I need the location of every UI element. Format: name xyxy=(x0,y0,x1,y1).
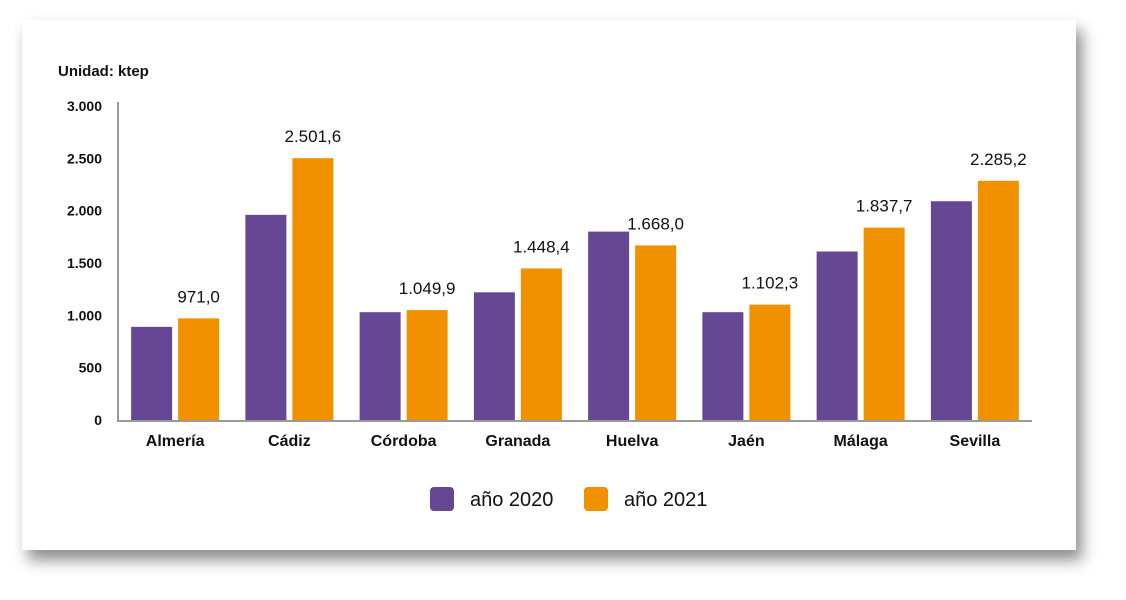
bar-2020 xyxy=(702,312,744,420)
bar-2020 xyxy=(473,292,515,420)
x-tick-label: Jaén xyxy=(728,433,764,450)
legend-swatch-2021 xyxy=(584,487,608,511)
data-label: 1.448,4 xyxy=(513,237,570,256)
x-tick-label: Cádiz xyxy=(268,433,311,450)
bar-2021 xyxy=(178,318,220,420)
bar-2021 xyxy=(977,180,1019,420)
bar-2020 xyxy=(359,312,401,420)
bar-2020 xyxy=(131,326,173,420)
x-axis: Almería Cádiz Córdoba Granada Huelva Jaén Mála… xyxy=(117,420,1032,450)
bars: 971,0 2.501,6 1.049,9 1.448,4 1.668,0 1.102,3… xyxy=(131,127,1027,420)
y-tick-label: 0 xyxy=(94,412,102,428)
data-label: 2.501,6 xyxy=(285,127,342,146)
legend-label: año 2020 xyxy=(470,489,553,511)
data-label: 971,0 xyxy=(177,287,220,306)
data-label: 1.668,0 xyxy=(627,214,684,233)
bar-2021 xyxy=(863,227,905,420)
bar-2021 xyxy=(520,268,562,420)
x-tick-label: Sevilla xyxy=(950,433,1001,450)
data-label: 1.102,3 xyxy=(742,274,799,293)
x-tick-label: Córdoba xyxy=(371,433,437,450)
bar-2020 xyxy=(816,251,858,420)
data-label: 1.837,7 xyxy=(856,197,913,216)
legend-swatch-2020 xyxy=(430,487,454,511)
y-axis: 0 500 1.000 1.500 2.000 2.500 3.000 xyxy=(67,98,119,428)
y-tick-label: 1.000 xyxy=(67,307,102,323)
x-tick-label: Huelva xyxy=(606,433,659,450)
x-tick-label: Granada xyxy=(485,433,550,450)
legend: año 2020 año 2021 xyxy=(430,487,707,511)
bar-2021 xyxy=(406,310,448,420)
x-tick-label: Almería xyxy=(146,433,205,450)
y-tick-label: 3.000 xyxy=(67,98,102,114)
y-tick-label: 1.500 xyxy=(67,255,102,271)
bar-2020 xyxy=(588,231,630,420)
bar-2020 xyxy=(930,201,972,420)
data-label: 1.049,9 xyxy=(399,279,456,298)
legend-label: año 2021 xyxy=(624,489,707,511)
bar-2021 xyxy=(635,245,677,420)
bar-chart: Unidad: ktep 0 500 1.000 1.500 2.000 2.500 3.0… xyxy=(58,63,1032,511)
bar-2021 xyxy=(292,158,334,420)
data-label: 2.285,2 xyxy=(970,150,1027,169)
y-tick-label: 2.000 xyxy=(67,203,102,219)
chart-card: Unidad: ktep 0 500 1.000 1.500 2.000 2.500 3.0… xyxy=(22,20,1076,550)
bar-2020 xyxy=(245,214,287,420)
x-tick-label: Málaga xyxy=(834,433,888,450)
y-tick-label: 500 xyxy=(79,360,103,376)
unit-label: Unidad: ktep xyxy=(58,63,149,80)
y-tick-label: 2.500 xyxy=(67,150,102,166)
bar-2021 xyxy=(749,304,791,420)
